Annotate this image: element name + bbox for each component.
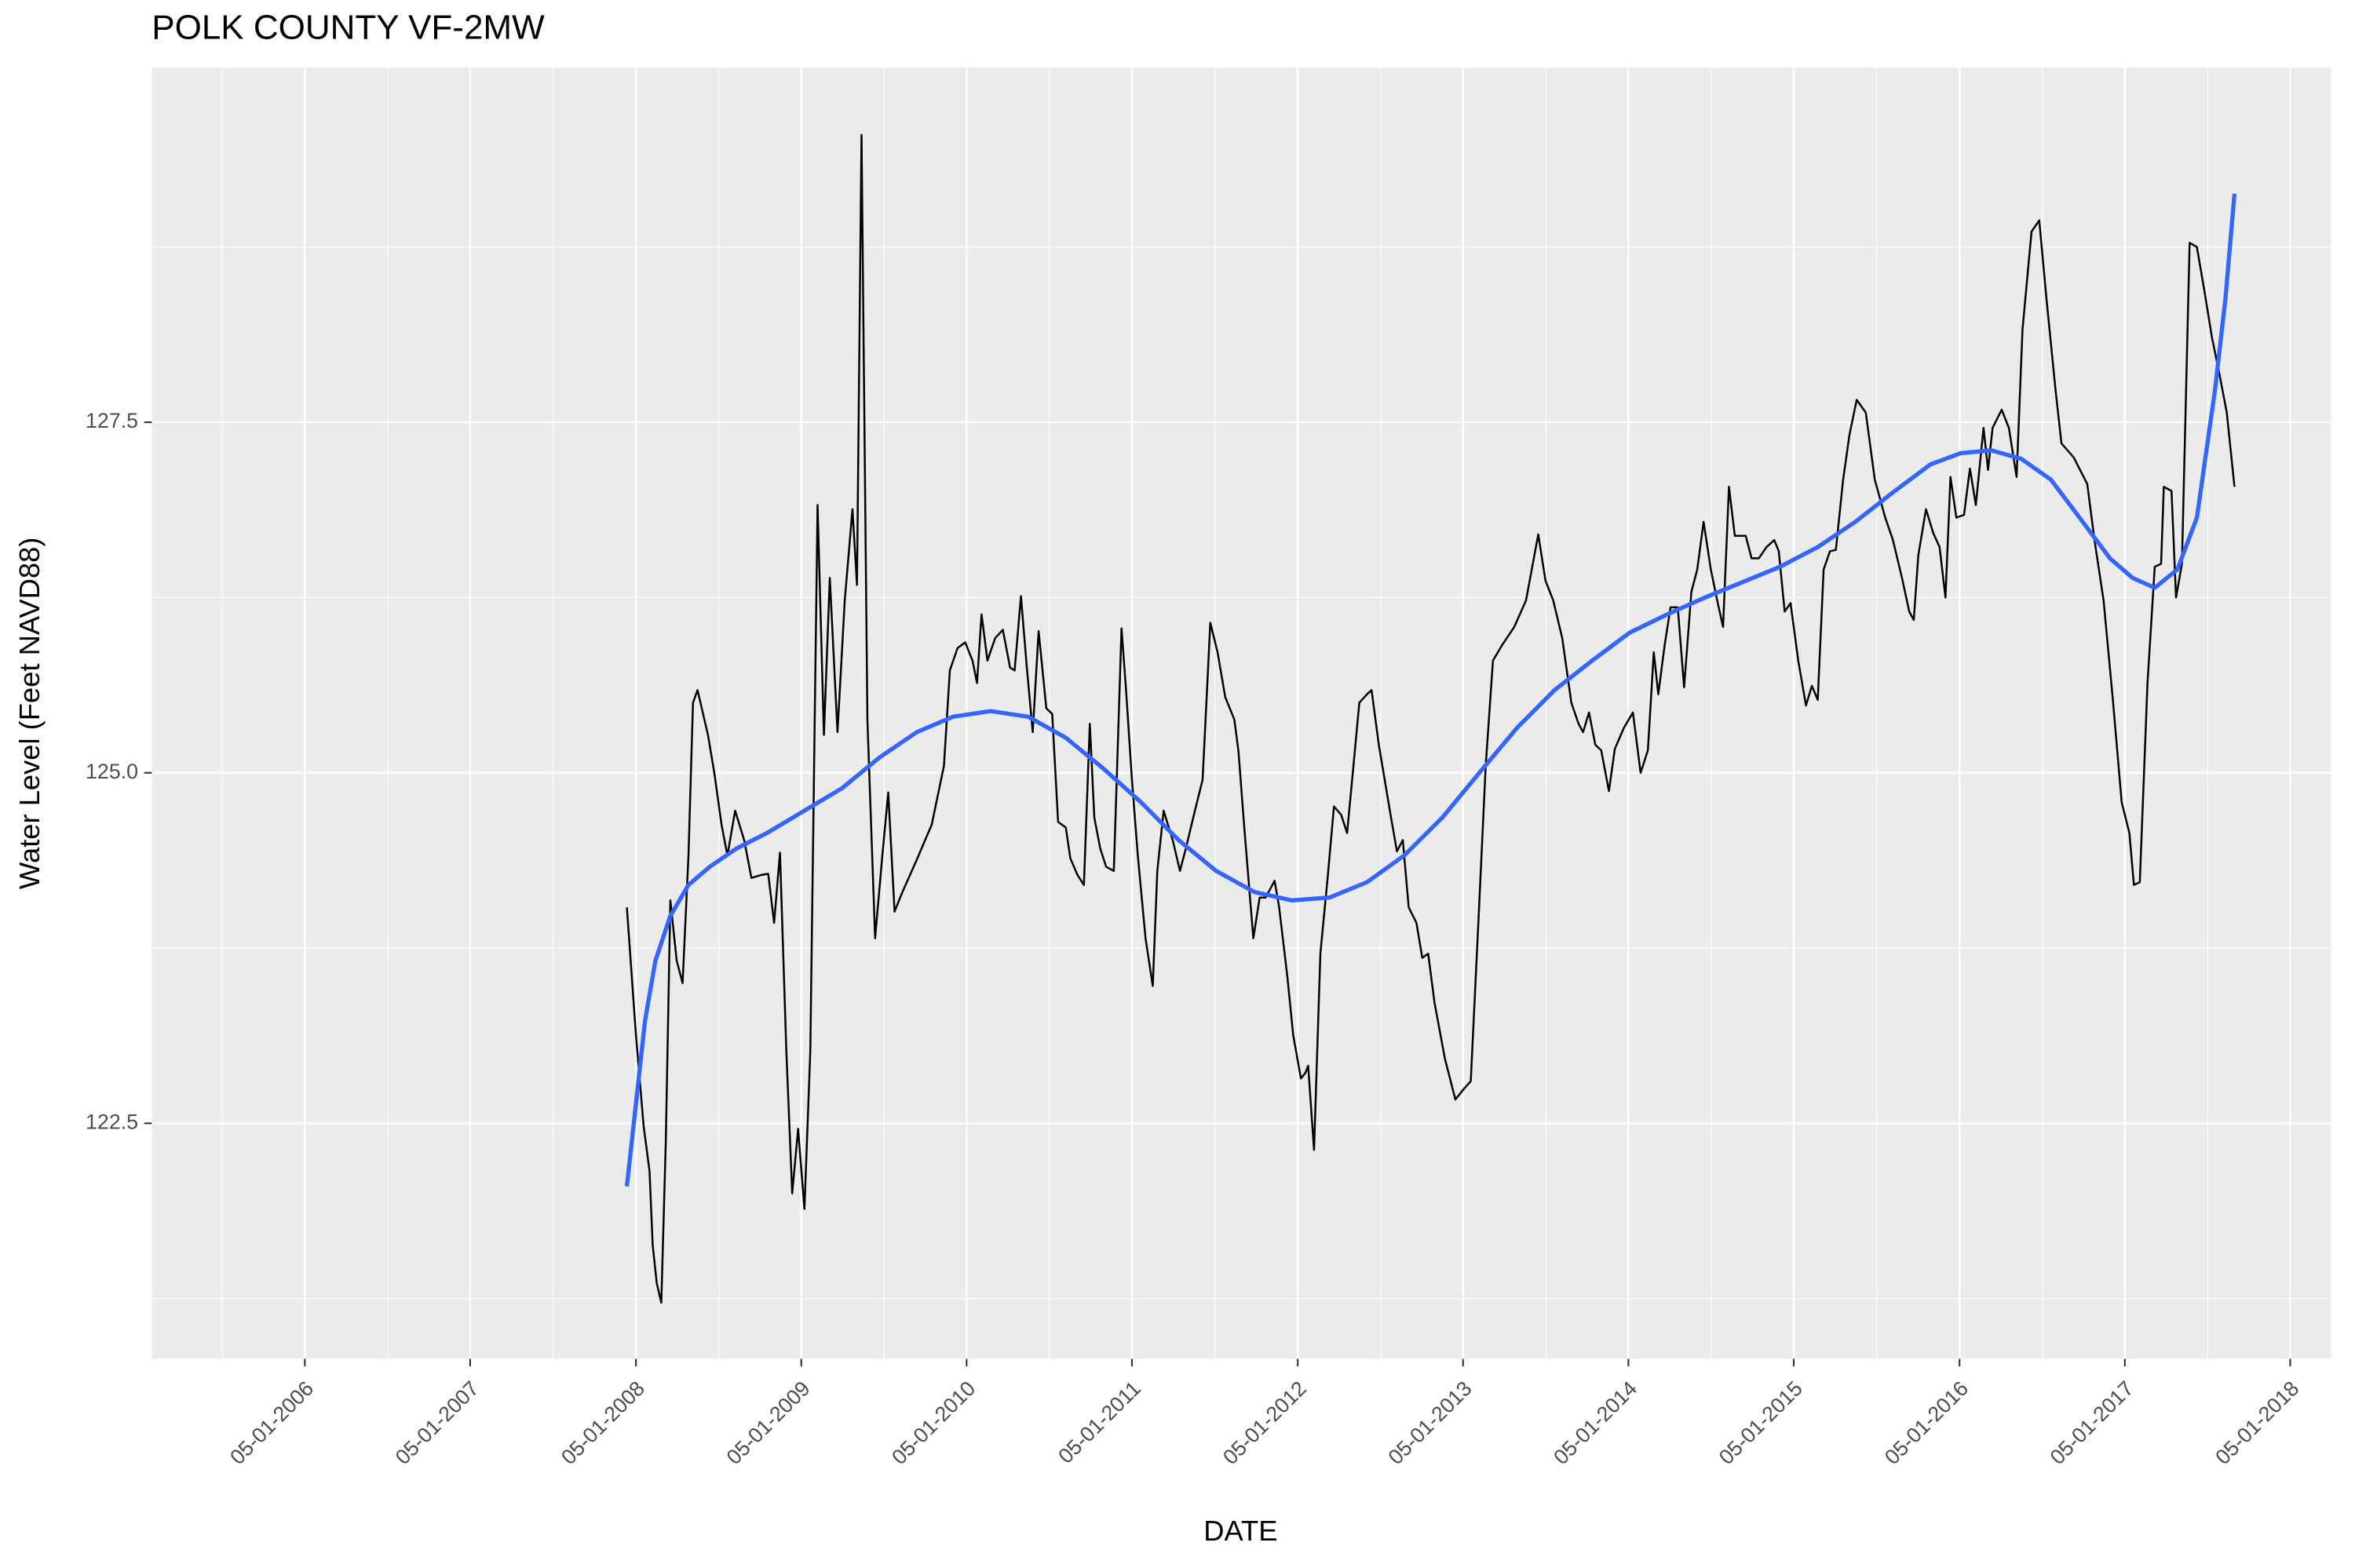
y-tick-label: 127.5 [86,409,138,432]
y-tick-label: 125.0 [86,760,138,783]
x-tick-label: 05-01-2008 [557,1377,649,1469]
plot-panel [152,67,2331,1359]
marks [624,133,2237,1304]
data-line [626,133,2236,1304]
y-tick-label: 122.5 [86,1110,138,1133]
x-tick-label: 05-01-2013 [1384,1377,1477,1469]
x-tick-label: 05-01-2010 [887,1377,980,1469]
x-tick-label: 05-01-2015 [1714,1377,1807,1469]
x-tick-label: 05-01-2006 [225,1377,318,1469]
grid [152,67,2331,1359]
x-tick-label: 05-01-2009 [722,1377,815,1469]
x-tick-label: 05-01-2017 [2046,1377,2138,1469]
chart-title: POLK COUNTY VF-2MW [152,9,545,47]
x-tick-label: 05-01-2014 [1549,1377,1641,1469]
y-axis-title: Water Level (Feet NAVD88) [13,538,46,889]
trend-line [624,193,2237,1187]
x-tick-label: 05-01-2012 [1218,1377,1311,1469]
x-tick-label: 05-01-2011 [1053,1377,1145,1468]
x-tick-label: 05-01-2018 [2211,1377,2303,1469]
x-axis-title: DATE [1203,1515,1277,1547]
x-tick-label: 05-01-2016 [1880,1377,1973,1469]
x-tick-label: 05-01-2007 [391,1377,484,1469]
